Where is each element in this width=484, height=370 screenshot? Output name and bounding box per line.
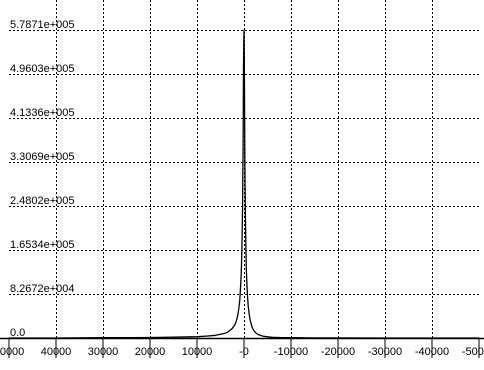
y-tick-label: 5.7871e+005 — [10, 19, 75, 31]
y-tick-label: 4.1336e+005 — [10, 107, 75, 119]
y-tick-label: 3.3069e+005 — [10, 151, 75, 163]
y-tick-label: 4.9603e+005 — [10, 63, 75, 75]
series-layer — [9, 29, 479, 339]
x-tick-labels: 50000 40000 30000 20000 10000 -0 -10000 -20000 -… — [0, 346, 484, 358]
x-tick-label: 40000 — [41, 346, 72, 358]
x-tick-label: 20000 — [135, 346, 166, 358]
y-tick-label: 8.2672e+004 — [10, 283, 75, 295]
x-tick-label: 50000 — [0, 346, 24, 358]
y-tick-label: 1.6534e+005 — [10, 239, 75, 251]
x-tick-label: 10000 — [182, 346, 213, 358]
x-tick-label: -0 — [239, 346, 249, 358]
series-line — [9, 29, 479, 339]
y-tick-label: 2.4802e+005 — [10, 195, 75, 207]
x-axis — [0, 337, 484, 358]
x-tick-label: -50000 — [462, 346, 484, 358]
y-tick-labels: 5.7871e+005 4.9603e+005 4.1336e+005 3.3069e… — [10, 19, 75, 339]
x-tick-label: -30000 — [368, 346, 402, 358]
x-tick-label: -10000 — [274, 346, 308, 358]
x-tick-label: -20000 — [321, 346, 355, 358]
x-tick-label: 30000 — [88, 346, 119, 358]
y-tick-label: 0.0 — [10, 327, 25, 339]
x-tick-label: -40000 — [415, 346, 449, 358]
